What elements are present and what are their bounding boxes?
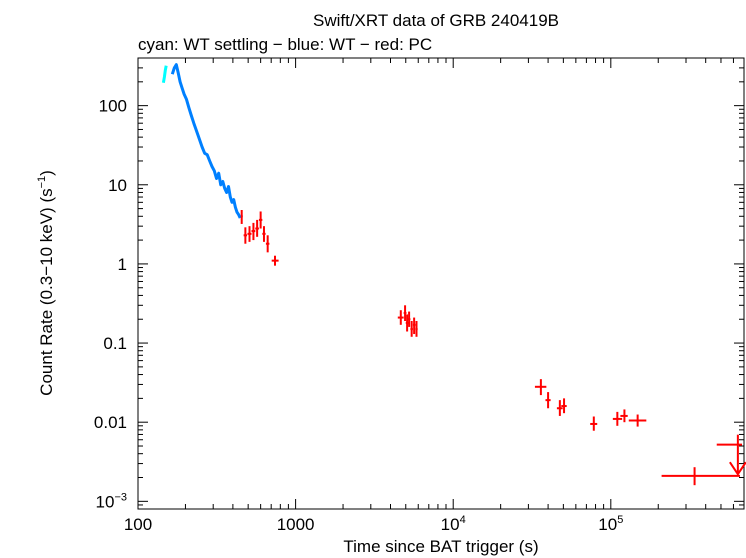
data-point [265,235,270,253]
data-marks [161,63,746,486]
data-point [240,210,243,224]
data-point [620,409,628,423]
data-point [262,226,266,242]
data-point [407,311,411,327]
plot-area [137,57,746,510]
y-tick-label: 1 [118,255,127,274]
y-tick-label: 0.1 [103,334,127,353]
data-point [271,255,279,266]
upper-limit [716,434,746,477]
upper-limit-arrow-icon [729,461,746,477]
data-point [251,222,256,241]
data-point [403,305,407,321]
data-point [258,211,263,229]
series-line-wt-settling [161,65,168,83]
x-tick-label: 100 [124,515,152,534]
data-point [561,398,567,414]
y-tick-label: 10−3 [96,491,127,511]
data-point [612,411,623,426]
y-axis-label-exponent: −1 [36,176,48,189]
chart-title: Swift/XRT data of GRB 240419B [313,11,559,30]
data-point [412,317,416,335]
y-tick-label: 10 [108,176,127,195]
data-point [556,400,563,416]
series-line-wt [170,63,242,219]
data-point [534,379,547,396]
y-axis-label-close: ) [37,170,56,176]
y-axis-label-main: Count Rate (0.3−10 keV) (s [37,188,56,395]
data-point [545,392,551,409]
x-axis-label: Time since BAT trigger (s) [343,537,538,556]
y-tick-label: 0.01 [94,413,127,432]
plot-frame [137,57,745,510]
data-point [590,416,598,431]
x-tick-labels: 100 1000 104 105 [124,514,624,534]
axis-ticks [137,57,745,510]
data-point [397,310,404,325]
data-point [405,314,409,332]
data-point [415,320,418,337]
x-tick-label: 105 [598,514,623,534]
y-tick-labels: 10−3 0.01 0.1 1 10 100 [94,97,127,512]
data-point [255,219,259,237]
data-point [661,467,740,486]
data-point [628,414,647,427]
data-point [243,227,248,244]
y-tick-label: 100 [99,97,127,116]
y-axis-label: Count Rate (0.3−10 keV) (s−1) [36,170,56,396]
x-tick-label: 1000 [277,515,315,534]
data-point [247,226,252,242]
data-point [410,320,413,337]
chart-subtitle: cyan: WT settling − blue: WT − red: PC [138,35,432,54]
x-tick-label: 104 [441,514,466,534]
